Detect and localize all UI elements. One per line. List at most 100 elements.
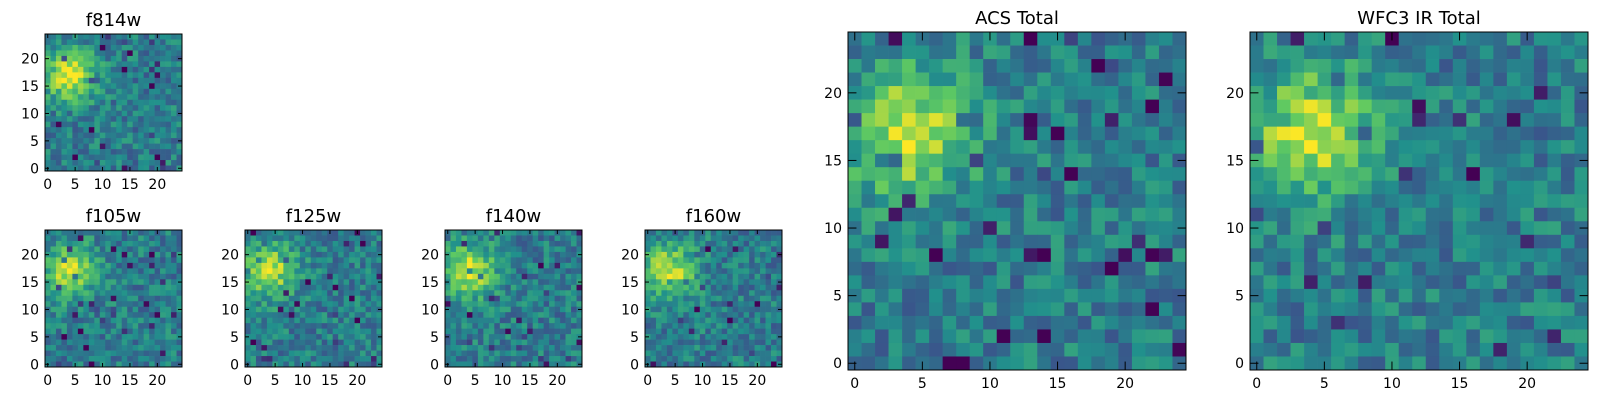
heatmap-cell bbox=[250, 328, 257, 335]
heatmap-cell bbox=[343, 279, 350, 286]
heatmap-cell bbox=[1385, 329, 1400, 344]
heatmap-cell bbox=[521, 262, 528, 269]
heatmap-cell bbox=[72, 235, 79, 242]
heatmap-cell bbox=[450, 246, 457, 253]
heatmap-cell bbox=[1425, 248, 1440, 263]
heatmap-cell bbox=[705, 312, 712, 319]
heatmap-cell bbox=[165, 284, 172, 291]
f125w-title: f125w bbox=[286, 206, 341, 227]
heatmap-cell bbox=[1358, 180, 1373, 195]
x-tick-label: 15 bbox=[121, 177, 139, 193]
heatmap-cell bbox=[527, 262, 534, 269]
heatmap-cell bbox=[1304, 356, 1318, 371]
heatmap-cell bbox=[450, 251, 457, 258]
heatmap-cell bbox=[1425, 86, 1440, 100]
heatmap-cell bbox=[1037, 315, 1052, 330]
heatmap-cell bbox=[66, 339, 73, 346]
heatmap-cell bbox=[576, 356, 583, 362]
heatmap-cell bbox=[154, 55, 161, 62]
heatmap-cell bbox=[1010, 234, 1025, 249]
heatmap-cell bbox=[749, 356, 755, 362]
heatmap-cell bbox=[1023, 302, 1038, 317]
heatmap-cell bbox=[1023, 329, 1038, 344]
heatmap-cell bbox=[1077, 153, 1092, 168]
heatmap-cell bbox=[121, 257, 128, 264]
heatmap-cell bbox=[650, 356, 657, 362]
heatmap-cell bbox=[165, 72, 172, 79]
heatmap-cell bbox=[494, 301, 501, 308]
heatmap-cell bbox=[283, 301, 290, 308]
heatmap-cell bbox=[127, 350, 134, 357]
heatmap-cell bbox=[516, 295, 523, 302]
heatmap-cell bbox=[499, 334, 506, 340]
heatmap-cell bbox=[77, 345, 84, 351]
heatmap-cell bbox=[121, 328, 128, 335]
heatmap-cell bbox=[171, 328, 177, 335]
heatmap-cell bbox=[1493, 113, 1508, 127]
heatmap-cell bbox=[327, 240, 334, 247]
heatmap-cell bbox=[1023, 140, 1038, 155]
heatmap-cell bbox=[494, 273, 501, 280]
heatmap-cell bbox=[116, 44, 123, 51]
heatmap-cell bbox=[1533, 234, 1548, 249]
heatmap-cell bbox=[143, 328, 150, 335]
heatmap-cell bbox=[721, 345, 728, 351]
heatmap-cell bbox=[1560, 45, 1575, 60]
heatmap-cell bbox=[1277, 32, 1291, 46]
heatmap-cell bbox=[105, 165, 112, 172]
heatmap-cell bbox=[1290, 329, 1305, 344]
heatmap-cell bbox=[94, 290, 101, 297]
heatmap-cell bbox=[149, 61, 155, 68]
heatmap-cell bbox=[776, 317, 783, 324]
heatmap-cell bbox=[760, 268, 766, 275]
heatmap-cell bbox=[743, 306, 750, 313]
heatmap-cell bbox=[450, 290, 457, 297]
heatmap-cell bbox=[538, 273, 544, 280]
heatmap-cell bbox=[996, 86, 1011, 100]
heatmap-cell bbox=[450, 295, 457, 302]
heatmap-cell bbox=[1277, 126, 1291, 141]
heatmap-cell bbox=[266, 334, 273, 340]
heatmap-cell bbox=[165, 328, 172, 335]
heatmap-cell bbox=[1533, 356, 1548, 371]
heatmap-cell bbox=[149, 132, 155, 139]
heatmap-cell bbox=[1466, 329, 1481, 344]
heatmap-cell bbox=[705, 323, 712, 329]
heatmap-cell bbox=[645, 268, 651, 275]
heatmap-cell bbox=[532, 279, 539, 286]
heatmap-cell bbox=[461, 301, 468, 308]
heatmap-cell bbox=[121, 149, 128, 155]
heatmap-cell bbox=[1077, 45, 1092, 60]
heatmap-cell bbox=[88, 99, 95, 106]
heatmap-cell bbox=[266, 350, 273, 357]
heatmap-cell bbox=[143, 61, 150, 68]
heatmap-cell bbox=[776, 246, 783, 253]
heatmap-cell bbox=[1263, 315, 1278, 330]
heatmap-cell bbox=[1158, 45, 1173, 60]
heatmap-cell bbox=[565, 262, 572, 269]
heatmap-cell bbox=[121, 251, 128, 258]
heatmap-cell bbox=[571, 323, 577, 329]
heatmap-cell bbox=[771, 301, 777, 308]
heatmap-cell bbox=[1344, 86, 1359, 100]
heatmap-cell bbox=[732, 257, 739, 264]
heatmap-cell bbox=[743, 230, 750, 236]
heatmap-cell bbox=[532, 312, 539, 319]
heatmap-cell bbox=[299, 290, 306, 297]
heatmap-cell bbox=[99, 127, 106, 133]
heatmap-cell bbox=[66, 284, 73, 291]
heatmap-cell bbox=[165, 55, 172, 62]
x-tick-label: 0 bbox=[850, 376, 859, 392]
heatmap-cell bbox=[77, 61, 84, 68]
heatmap-cell bbox=[1158, 72, 1173, 87]
heatmap-cell bbox=[1452, 167, 1467, 182]
heatmap-cell bbox=[127, 149, 134, 155]
heatmap-cell bbox=[1574, 32, 1589, 46]
heatmap-cell bbox=[1533, 194, 1548, 209]
heatmap-cell bbox=[1037, 167, 1052, 182]
heatmap-cell bbox=[743, 328, 750, 335]
heatmap-cell bbox=[1385, 113, 1400, 127]
heatmap-cell bbox=[450, 284, 457, 291]
heatmap-cell bbox=[661, 284, 668, 291]
